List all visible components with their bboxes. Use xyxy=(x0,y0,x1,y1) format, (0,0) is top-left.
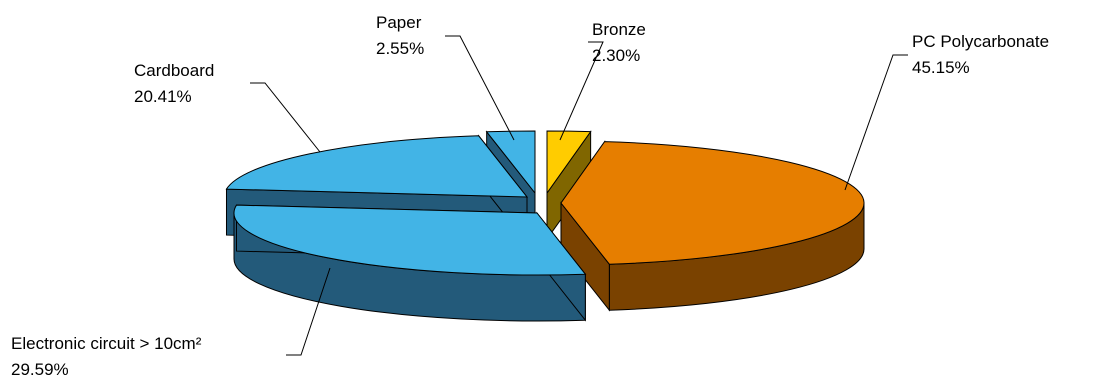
slice-labels: Bronze 2.30% PC Polycarbonate 45.15% Ele… xyxy=(11,13,1049,379)
leader-line-electronic xyxy=(286,267,331,356)
leader-line-cardboard xyxy=(250,82,321,153)
label-paper-value: 2.55% xyxy=(376,39,424,58)
leader-line-polycarbonate xyxy=(844,54,908,191)
label-electronic-name: Electronic circuit > 10cm² xyxy=(11,334,202,353)
slice-top-polycarbonate xyxy=(560,141,865,265)
slice-top-paper xyxy=(485,130,536,195)
leader-lines xyxy=(250,35,908,356)
label-bronze-name: Bronze xyxy=(592,20,646,39)
slice-top-bronze xyxy=(546,130,592,195)
label-cardboard-name: Cardboard xyxy=(134,61,214,80)
label-bronze-value: 2.30% xyxy=(592,46,640,65)
slice-top-electronic xyxy=(233,204,587,276)
label-electronic-value: 29.59% xyxy=(11,360,69,379)
leader-line-bronze xyxy=(559,41,604,141)
label-cardboard-value: 20.41% xyxy=(134,87,192,106)
leader-line-paper xyxy=(445,35,515,141)
label-polycarbonate-name: PC Polycarbonate xyxy=(912,32,1049,51)
label-paper-name: Paper xyxy=(376,13,422,32)
label-polycarbonate-value: 45.15% xyxy=(912,58,970,77)
slice-top-cardboard xyxy=(225,135,529,198)
pie-tops xyxy=(225,130,865,276)
